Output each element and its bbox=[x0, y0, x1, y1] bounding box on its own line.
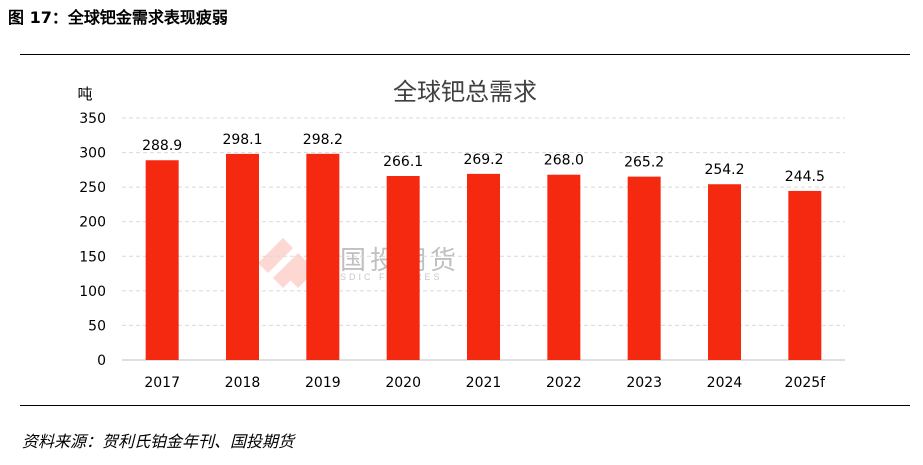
figure-title: 图 17：全球钯金需求表现疲弱 bbox=[8, 8, 228, 27]
x-tick-label: 2025f bbox=[785, 375, 827, 391]
bar-2017 bbox=[145, 160, 179, 360]
y-tick-label: 0 bbox=[97, 353, 106, 369]
data-labels: 288.9 298.1 298.2 266.1 269.2 268.0 265.2 254.2… bbox=[142, 132, 825, 185]
y-tick-label: 100 bbox=[79, 284, 106, 300]
bar-2019 bbox=[306, 153, 340, 360]
y-axis-ticks: 0 50 100 150 200 250 300 350 bbox=[79, 111, 106, 369]
data-label: 265.2 bbox=[624, 155, 664, 171]
bar-2023 bbox=[627, 176, 661, 360]
x-tick-label: 2024 bbox=[707, 375, 743, 391]
y-axis-unit-label: 吨 bbox=[77, 85, 92, 103]
bar-2022 bbox=[547, 174, 581, 360]
data-label: 298.1 bbox=[222, 132, 262, 148]
x-tick-label: 2022 bbox=[546, 375, 582, 391]
y-tick-label: 250 bbox=[79, 180, 106, 196]
y-tick-label: 300 bbox=[79, 146, 106, 162]
x-tick-label: 2017 bbox=[144, 375, 180, 391]
data-label: 266.1 bbox=[383, 154, 423, 170]
x-tick-label: 2019 bbox=[305, 375, 341, 391]
y-tick-label: 350 bbox=[79, 111, 106, 127]
top-rule bbox=[20, 54, 910, 55]
source-note: 资料来源：贺利氏铂金年刊、国投期货 bbox=[22, 432, 295, 451]
bar-2024 bbox=[708, 184, 741, 360]
data-label: 254.2 bbox=[704, 162, 744, 178]
bars bbox=[145, 153, 822, 360]
bottom-rule bbox=[20, 405, 910, 406]
y-tick-label: 50 bbox=[88, 318, 106, 334]
bar-2021 bbox=[467, 173, 500, 360]
y-tick-label: 150 bbox=[79, 249, 106, 265]
x-tick-label: 2020 bbox=[385, 375, 421, 391]
data-label: 288.9 bbox=[142, 138, 182, 154]
data-label: 268.0 bbox=[544, 153, 584, 169]
x-tick-label: 2023 bbox=[626, 375, 662, 391]
chart-title: 全球钯总需求 bbox=[393, 78, 537, 106]
x-tick-label: 2021 bbox=[466, 375, 502, 391]
data-label: 269.2 bbox=[463, 152, 503, 168]
y-tick-label: 200 bbox=[79, 215, 106, 231]
data-label: 298.2 bbox=[303, 132, 343, 148]
bar-2020 bbox=[386, 176, 420, 360]
x-axis-ticks: 2017 2018 2019 2020 2021 2022 2023 2024 2025f bbox=[144, 375, 826, 391]
data-label: 244.5 bbox=[785, 169, 825, 185]
bar-2025f bbox=[788, 190, 822, 360]
bar-2018 bbox=[226, 153, 259, 360]
x-tick-label: 2018 bbox=[225, 375, 261, 391]
